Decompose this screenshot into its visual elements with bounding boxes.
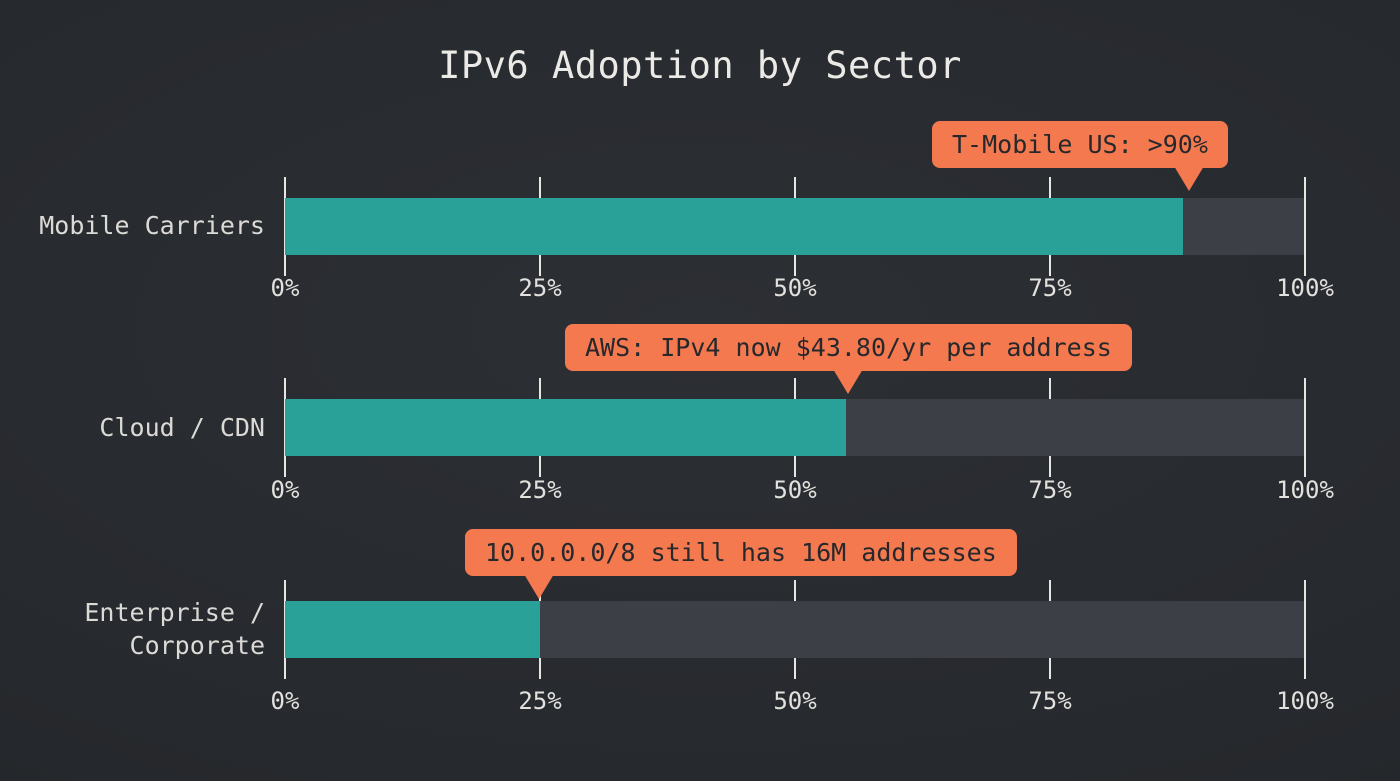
tick-line xyxy=(1304,580,1306,679)
annotation-callout: T-Mobile US: >90% xyxy=(932,121,1228,191)
annotation-text: 10.0.0.0/8 still has 16M addresses xyxy=(485,538,997,567)
bar-fill xyxy=(285,601,540,658)
tick-label: 75% xyxy=(1028,687,1072,715)
annotation-callout: AWS: IPv4 now $43.80/yr per address xyxy=(565,324,1132,394)
bar-fill xyxy=(285,399,846,456)
tick-label: 100% xyxy=(1276,476,1334,504)
tick-line xyxy=(1304,378,1306,477)
bar-plot-area xyxy=(284,580,1306,679)
tick-label: 0% xyxy=(270,476,300,504)
annotation-text: AWS: IPv4 now $43.80/yr per address xyxy=(585,333,1112,362)
tick-label: 75% xyxy=(1028,476,1072,504)
bar-plot-area xyxy=(284,177,1306,276)
category-label: Cloud / CDN xyxy=(99,413,265,442)
tick-line xyxy=(1304,177,1306,276)
tick-label: 50% xyxy=(773,476,817,504)
tick-label: 0% xyxy=(270,687,300,715)
axis-tick-labels: 0% 25% 50% 75% 100% xyxy=(271,687,1334,719)
tick-label: 25% xyxy=(518,687,562,715)
tick-label: 75% xyxy=(1028,274,1072,302)
bar-plot-area xyxy=(284,378,1306,477)
tick-label: 100% xyxy=(1276,274,1334,302)
axis-tick-labels: 0% 25% 50% 75% 100% xyxy=(271,274,1334,306)
annotation-callout: 10.0.0.0/8 still has 16M addresses xyxy=(465,529,1017,599)
bar-fill xyxy=(285,198,1183,255)
tick-label: 50% xyxy=(773,274,817,302)
chart-title: IPv6 Adoption by Sector xyxy=(438,44,962,87)
annotation-text: T-Mobile US: >90% xyxy=(952,130,1208,159)
category-label: Enterprise / Corporate xyxy=(84,598,265,660)
tick-label: 50% xyxy=(773,687,817,715)
axis-tick-labels: 0% 25% 50% 75% 100% xyxy=(271,476,1334,508)
callout-tail-icon xyxy=(1173,166,1204,191)
tick-label: 0% xyxy=(270,274,300,302)
tick-label: 25% xyxy=(518,274,562,302)
category-label: Mobile Carriers xyxy=(39,211,265,240)
callout-tail-icon xyxy=(524,574,554,599)
callout-tail-icon xyxy=(833,369,864,394)
tick-label: 100% xyxy=(1276,687,1334,715)
tick-label: 25% xyxy=(518,476,562,504)
